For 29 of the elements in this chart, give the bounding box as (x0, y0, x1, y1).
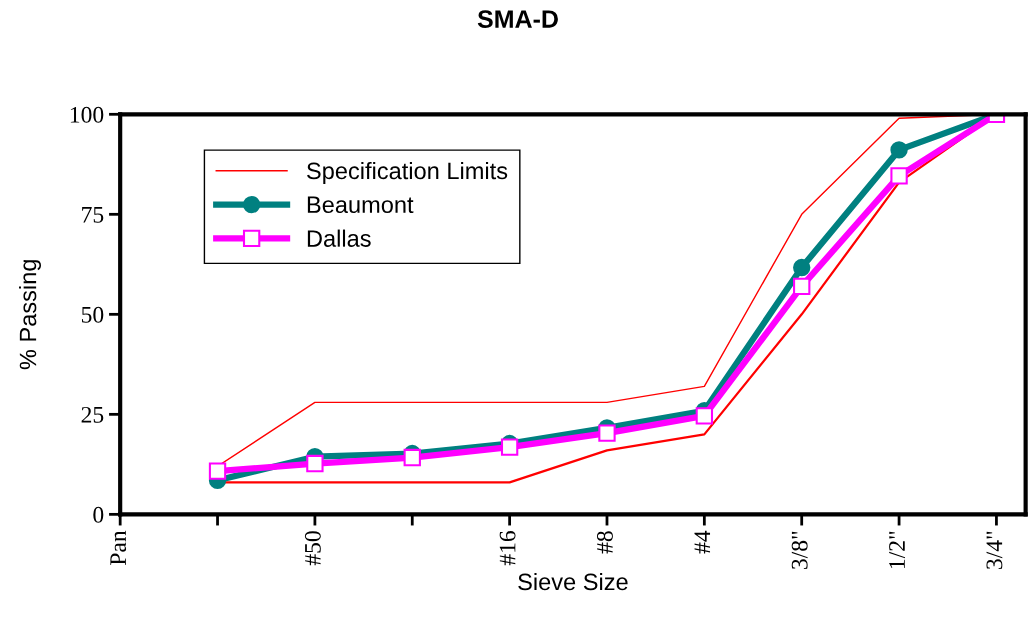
x-tick-label: #50 (304, 531, 321, 566)
x-tick-label: 3/4" (986, 531, 1003, 569)
y-axis-title: % Passing (19, 260, 42, 370)
point (403, 448, 421, 467)
chart-title: SMA-D (477, 10, 558, 28)
x-axis-title: Sieve Size (518, 572, 628, 591)
x-tick-label: #16 (499, 531, 516, 566)
y-tick-label: 100 (70, 106, 104, 123)
y-tick-label: 50 (81, 306, 104, 323)
y-tick-label: 0 (93, 506, 104, 523)
point (890, 167, 908, 185)
point (695, 407, 714, 425)
point (306, 454, 324, 473)
point (793, 277, 811, 295)
x-tick-label: #4 (694, 530, 711, 554)
x-tick-label: 3/8" (791, 531, 808, 569)
legend-label: Beaumont (307, 196, 414, 214)
x-tick-label: Pan (110, 530, 127, 566)
y-tick-label: 75 (82, 207, 104, 223)
point (890, 141, 908, 159)
legend-label: Specification Limits (307, 161, 508, 184)
point (500, 438, 519, 456)
legend-label: Dallas (307, 229, 371, 247)
x-tick-label: #8 (596, 531, 613, 554)
y-tick-label: 25 (81, 406, 104, 423)
point (793, 258, 811, 277)
point (598, 424, 616, 442)
point (208, 462, 227, 480)
x-tick-label: 1/2" (889, 531, 905, 569)
